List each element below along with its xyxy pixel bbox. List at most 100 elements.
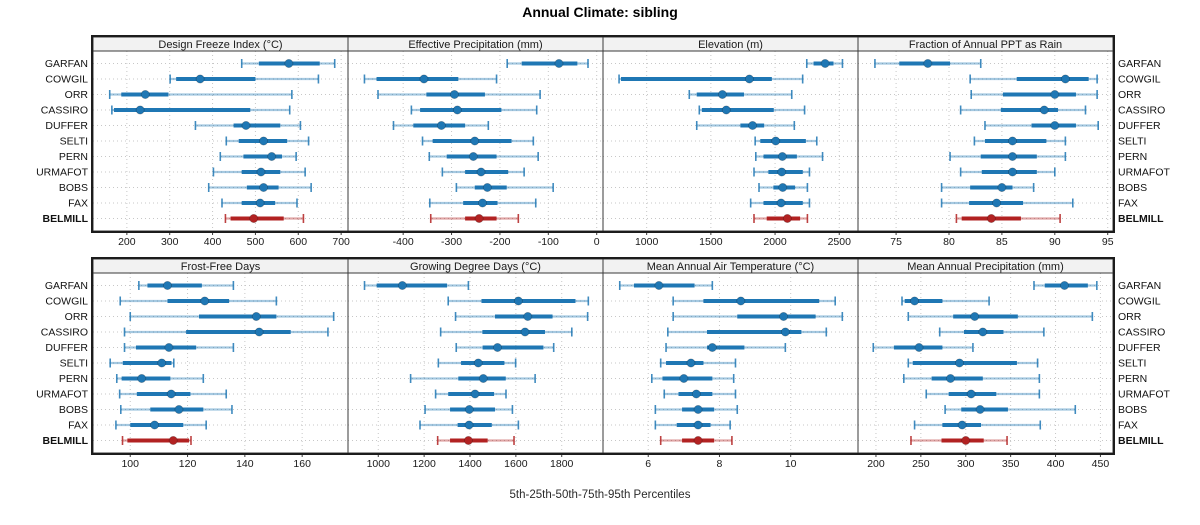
tick-label: 120 — [179, 458, 197, 470]
row-bobs — [455, 182, 554, 192]
tick-label: 350 — [1002, 458, 1020, 470]
station-label-left-fax: FAX — [68, 198, 88, 210]
station-label-left-urmafot: URMAFOT — [36, 389, 88, 401]
station-label-right-bobs: BOBS — [1118, 404, 1147, 416]
panel-title: Mean Annual Air Temperature (°C) — [647, 261, 814, 273]
median-dot — [140, 90, 150, 100]
row-duffer — [392, 121, 490, 131]
tick-label: 500 — [247, 236, 265, 248]
panel-growing-degree-days: Growing Degree Days (°C) 1000 1200 1400 1600… — [347, 258, 604, 470]
tick-label: 300 — [957, 458, 975, 470]
median-dot — [137, 373, 147, 383]
median-dot — [717, 90, 727, 100]
median-dot — [200, 296, 210, 306]
median-dot — [284, 59, 294, 69]
tick-label: 2000 — [763, 236, 787, 248]
station-label-right-pern: PERN — [1118, 373, 1147, 385]
station-label-left-cowgil: COWGIL — [45, 296, 88, 308]
median-dot — [744, 74, 754, 84]
row-selti — [973, 136, 1067, 146]
median-dot — [168, 435, 178, 445]
row-pern — [754, 151, 824, 161]
row-selti — [659, 358, 737, 368]
row-orr — [377, 90, 541, 100]
median-dot — [780, 327, 790, 337]
row-cowgil — [969, 74, 1098, 84]
row-garfan — [363, 280, 470, 290]
row-cowgil — [363, 74, 498, 84]
tick-label: 140 — [236, 458, 254, 470]
row-belmill — [224, 213, 305, 223]
panel-frost-free-days: Frost-Free Days 100 120 140 160 — [92, 258, 349, 470]
station-label-right-cassiro: CASSIRO — [1118, 105, 1165, 117]
row-pern — [409, 373, 536, 383]
median-dot — [961, 435, 971, 445]
median-dot — [771, 136, 781, 146]
median-dot — [251, 311, 261, 321]
median-dot — [1060, 74, 1070, 84]
tick-label: 1000 — [367, 458, 391, 470]
median-dot — [150, 420, 160, 430]
row-selti — [907, 358, 1039, 368]
station-label-left-garfan: GARFAN — [45, 58, 88, 70]
row-bobs — [207, 182, 312, 192]
tick-label: 200 — [118, 236, 136, 248]
row-cassiro — [410, 105, 538, 115]
median-dot — [954, 358, 964, 368]
row-fax — [654, 420, 731, 430]
median-dot — [452, 105, 462, 115]
tick-label: -300 — [441, 236, 462, 248]
row-pern — [902, 373, 1041, 383]
row-urmafot — [925, 389, 1041, 399]
median-dot — [473, 358, 483, 368]
row-cassiro — [698, 105, 806, 115]
tick-label: -100 — [538, 236, 559, 248]
tick-label: 75 — [890, 236, 902, 248]
station-label-left-pern: PERN — [59, 151, 88, 163]
station-label-right-orr: ORR — [1118, 311, 1142, 323]
median-dot — [164, 342, 174, 352]
row-garfan — [874, 59, 982, 69]
median-dot — [1060, 280, 1070, 290]
row-bobs — [758, 182, 809, 192]
row-cowgil — [901, 296, 990, 306]
tick-label: 450 — [1092, 458, 1110, 470]
median-dot — [686, 358, 696, 368]
chart-title: Annual Climate: sibling — [522, 4, 678, 20]
station-label-right-cassiro: CASSIRO — [1118, 327, 1165, 339]
median-dot — [970, 311, 980, 321]
median-dot — [1039, 105, 1049, 115]
median-dot — [721, 105, 731, 115]
row-cowgil — [169, 74, 320, 84]
row-urmafot — [441, 167, 525, 177]
median-dot — [707, 342, 717, 352]
row-bobs — [654, 404, 739, 414]
median-dot — [513, 296, 523, 306]
panel-fraction-ppt-as-rain: Fraction of Annual PPT as Rain 75 80 85 90 95 — [857, 36, 1114, 248]
tick-label: 80 — [943, 236, 955, 248]
row-urmafot — [212, 167, 306, 177]
median-dot — [776, 198, 786, 208]
median-dot — [470, 389, 480, 399]
median-dot — [1007, 167, 1017, 177]
row-duffer — [984, 121, 1099, 131]
row-urmafot — [959, 167, 1056, 177]
row-selti — [437, 358, 517, 368]
panel-mean-annual-precipitation: Mean Annual Precipitation (mm) 200 250 300 3… — [857, 258, 1114, 470]
median-dot — [470, 136, 480, 146]
row-selti — [754, 136, 818, 146]
row-belmill — [436, 435, 515, 445]
row-orr — [672, 311, 844, 321]
median-dot — [493, 342, 503, 352]
panel-title: Mean Annual Precipitation (mm) — [907, 261, 1064, 273]
station-label-right-fax: FAX — [1118, 420, 1138, 432]
median-dot — [478, 198, 488, 208]
median-dot — [464, 420, 474, 430]
row-duffer — [455, 342, 555, 352]
row-cowgil — [119, 296, 278, 306]
tick-label: 300 — [161, 236, 179, 248]
median-dot — [267, 151, 277, 161]
median-dot — [779, 311, 789, 321]
